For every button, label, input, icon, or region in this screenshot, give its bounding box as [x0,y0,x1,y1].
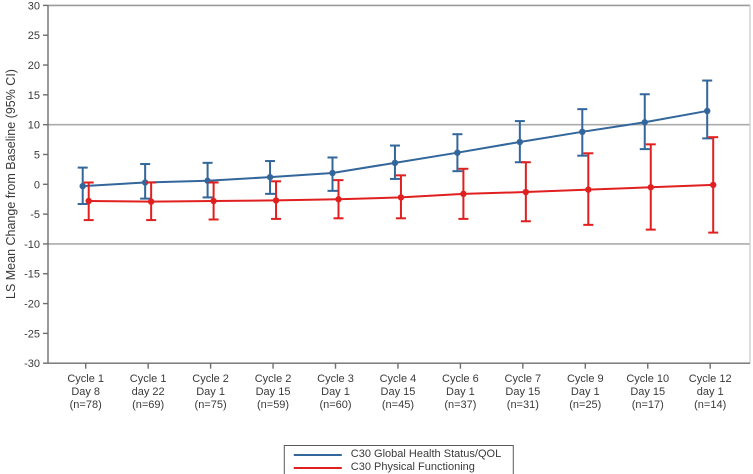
x-axis-tick-label: (n=14) [694,399,726,411]
data-point-marker [647,184,654,191]
y-axis-tick-label: 25 [28,30,40,42]
x-axis-tick-label: Cycle 2 [192,373,229,385]
y-axis-tick-label: 20 [28,60,40,72]
y-axis-tick-label: 5 [34,149,40,161]
y-axis-tick-label: -20 [24,299,40,311]
data-point-marker [391,159,399,167]
data-point-marker [329,169,336,177]
legend-label: C30 Physical Functioning [350,461,475,473]
data-point-marker [522,188,530,196]
x-axis-tick-label: Day 15 [381,386,416,398]
x-axis-tick-label: (n=17) [632,399,664,411]
data-point-marker [454,149,461,156]
legend-label: C30 Global Health Status/QOL [350,448,502,460]
legend: C30 Global Health Status/QOL C30 Physica… [283,445,515,474]
x-axis-tick-label: Day 8 [71,386,100,398]
x-axis-tick-label: (n=78) [70,399,102,411]
data-point-marker [516,138,524,146]
data-point-marker [147,198,155,205]
x-axis-tick-label: Day 1 [446,386,475,398]
x-axis-tick-label: Cycle 12 [689,373,732,385]
data-point-marker [272,197,280,204]
x-axis-tick-label: (n=59) [257,399,289,411]
x-axis-tick-label: Day 1 [196,386,225,398]
x-axis-tick-label: (n=25) [569,399,601,411]
data-point-marker [585,186,592,193]
x-axis-tick-label: Cycle 3 [317,373,354,385]
x-axis-tick-label: Day 15 [505,386,540,398]
x-axis-tick-label: (n=69) [132,399,164,411]
x-axis-tick-label: Cycle 9 [567,373,604,385]
x-axis-tick-label: Day 15 [256,386,291,398]
data-point-marker [335,196,342,203]
data-point-marker [79,182,86,190]
y-axis-tick-label: 10 [28,120,40,132]
x-axis-tick-label: Day 1 [321,386,350,398]
x-axis-tick-label: Cycle 2 [255,373,292,385]
legend-item-physical-functioning: C30 Physical Functioning [293,461,501,473]
legend-line-swatch-blue [293,453,342,456]
x-axis-tick-label: (n=31) [507,399,539,411]
data-point-marker [704,107,711,115]
y-axis-tick-label: -10 [24,239,40,251]
y-axis-tick-label: -25 [24,328,40,340]
legend-line-swatch-red [293,466,342,469]
x-axis-tick-label: (n=75) [195,399,227,411]
y-axis-tick-label: 0 [34,179,40,191]
data-point-marker [710,181,717,189]
y-axis-tick-label: -30 [24,358,40,370]
x-axis-tick-label: Cycle 10 [626,373,669,385]
data-point-marker [266,173,274,181]
data-point-marker [210,197,217,205]
legend-item-global-health-status: C30 Global Health Status/QOL [293,448,502,460]
y-axis-tick-label: 15 [28,90,40,102]
x-axis-tick-label: day 1 [697,386,724,398]
x-axis-tick-label: Day 1 [571,386,600,398]
y-axis-tick-label: -15 [24,269,40,281]
x-axis-tick-label: Cycle 7 [505,373,542,385]
x-axis-tick-label: Cycle 1 [67,373,104,385]
x-axis-tick-label: (n=37) [444,399,476,411]
x-axis-tick-label: Cycle 1 [130,373,167,385]
x-axis-tick-label: day 22 [132,386,165,398]
x-axis-tick-label: Cycle 4 [380,373,417,385]
data-point-marker [85,197,92,205]
data-point-marker [641,119,648,126]
x-axis-tick-label: (n=60) [319,399,351,411]
y-axis-tick-label: 30 [28,0,40,12]
data-point-marker [579,128,586,136]
data-point-marker [397,194,405,201]
x-axis-tick-label: (n=45) [382,399,414,411]
x-axis-tick-label: Cycle 6 [442,373,479,385]
y-axis-tick-label: -5 [30,209,40,221]
data-point-marker [141,179,149,186]
x-axis-tick-label: Day 15 [630,386,665,398]
data-point-marker [460,190,467,198]
